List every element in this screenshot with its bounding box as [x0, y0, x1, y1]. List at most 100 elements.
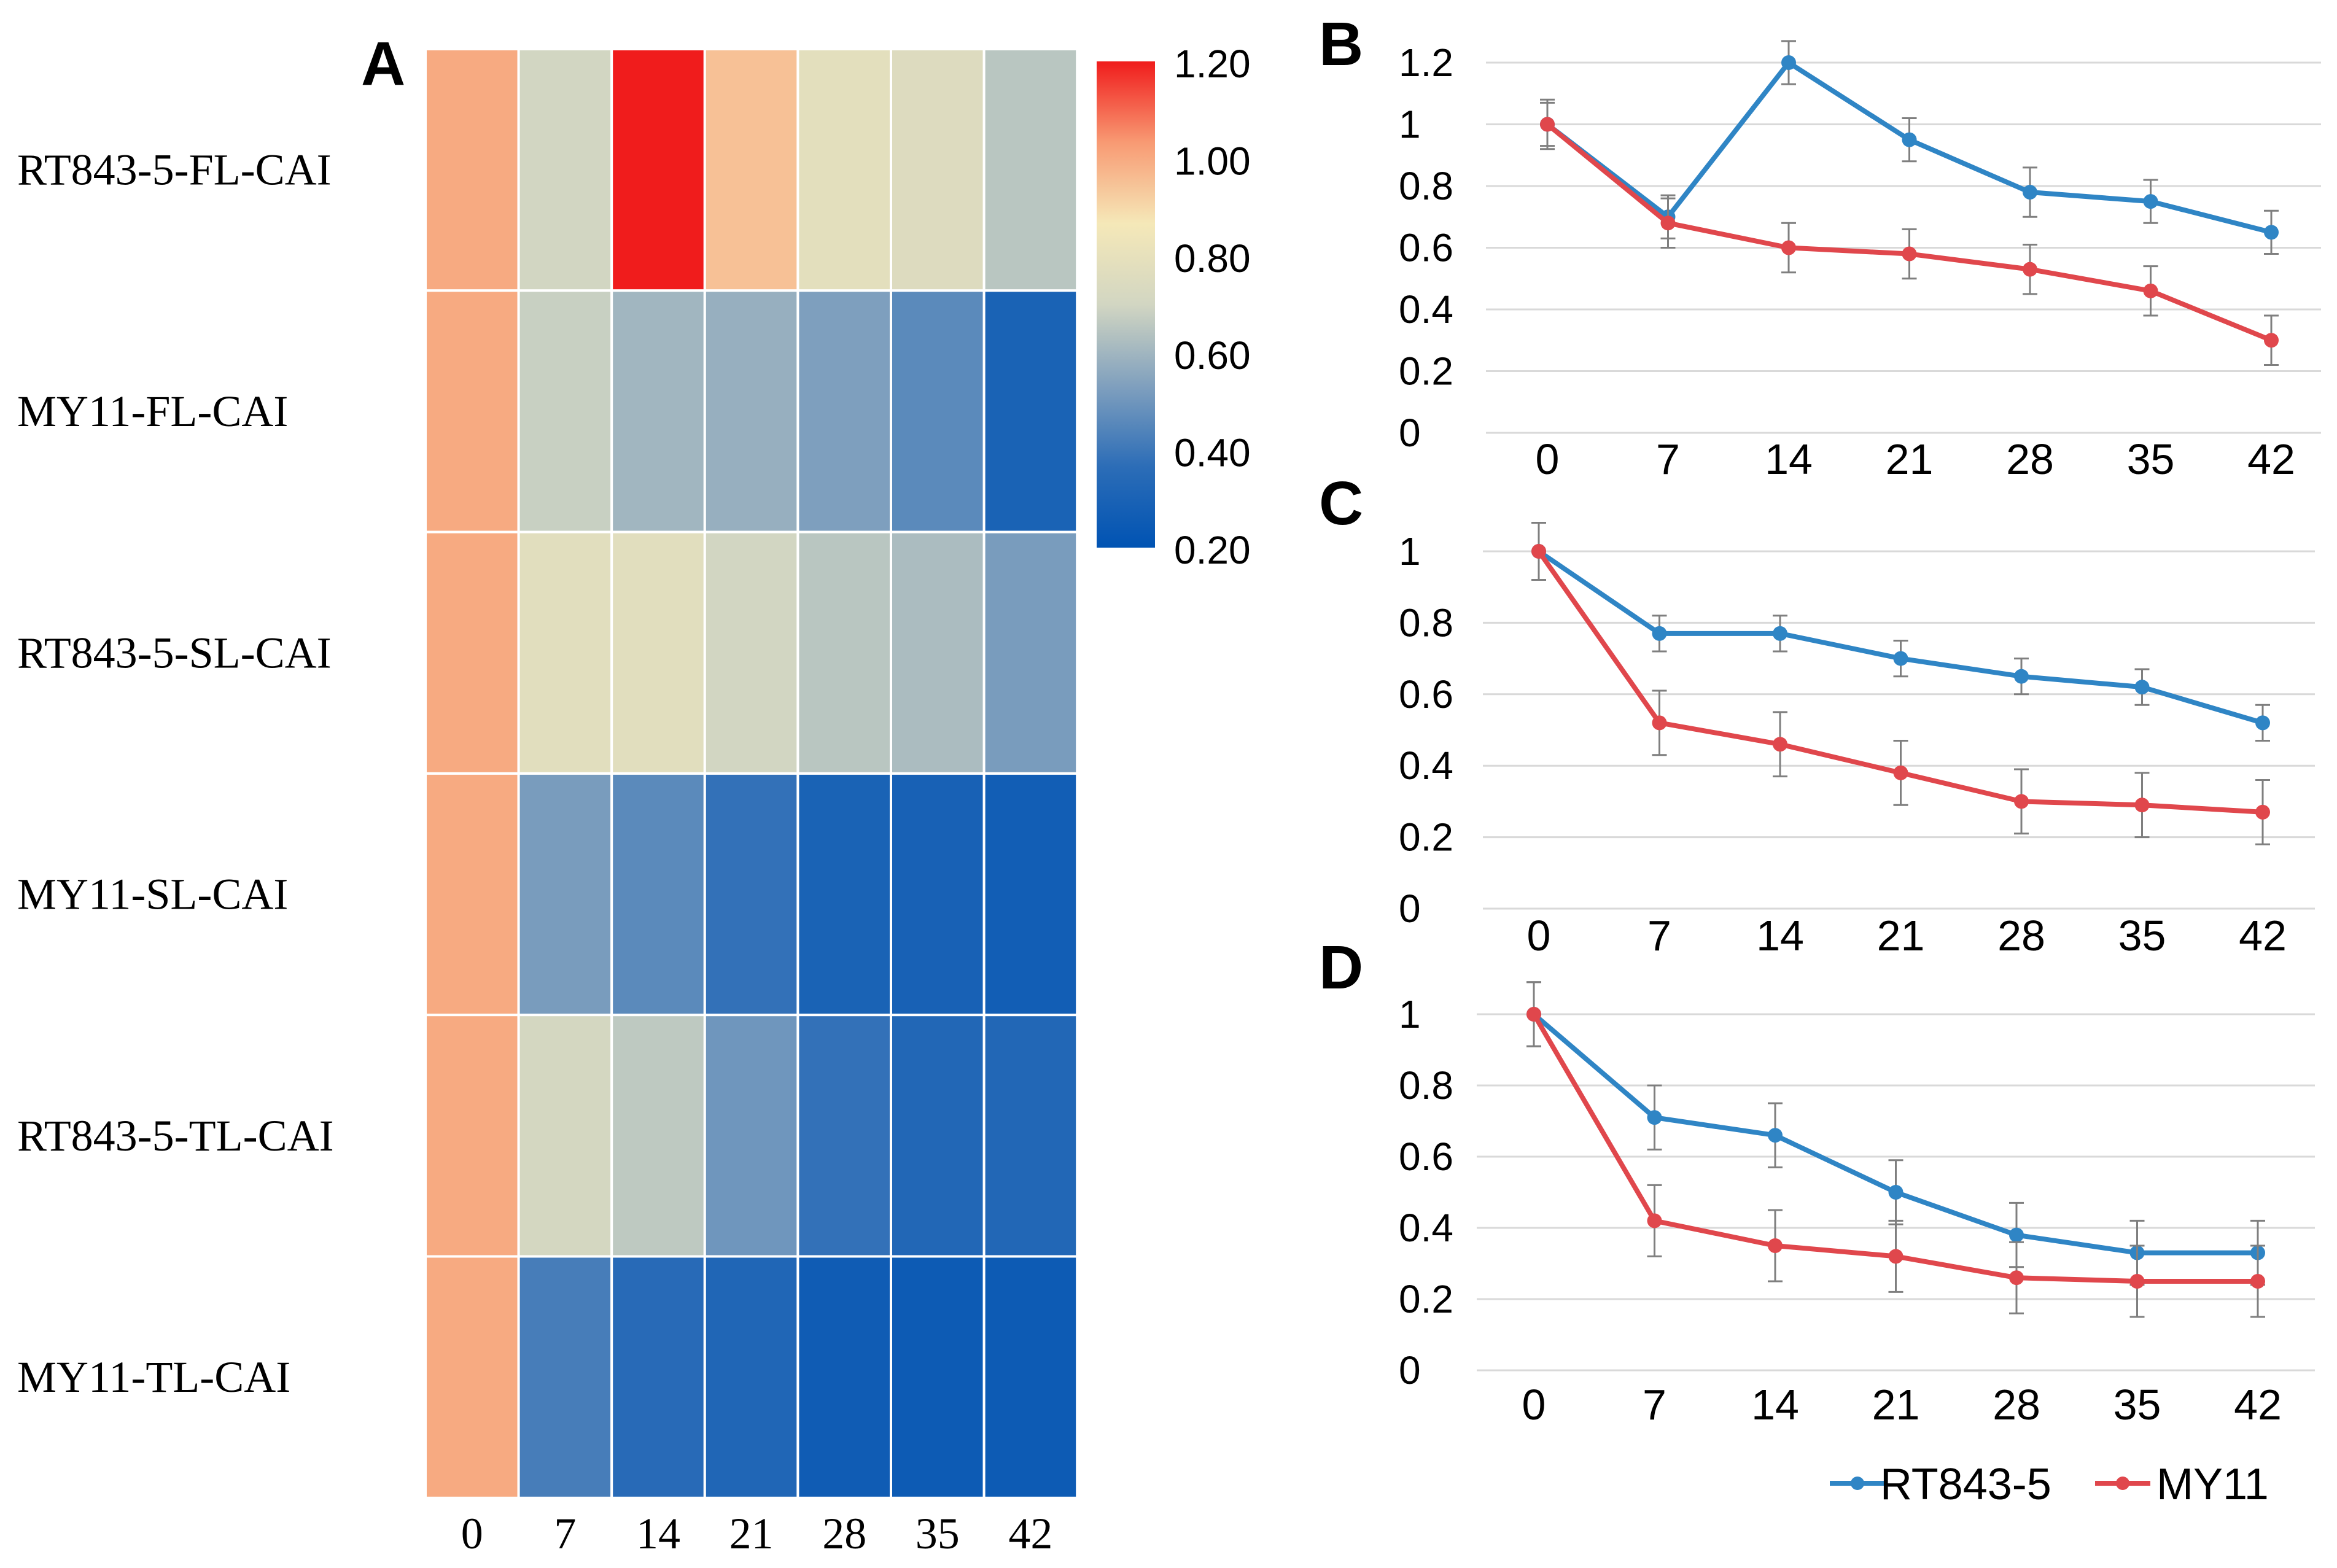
y-tick-label: 0.4 — [1399, 1206, 1453, 1250]
y-tick-label: 0.6 — [1399, 1135, 1453, 1179]
data-point-rt843-5 — [1647, 1110, 1662, 1125]
y-tick-label: 0.4 — [1399, 743, 1453, 788]
heatmap-cell — [982, 1255, 1079, 1499]
heatmap-cell — [982, 530, 1079, 775]
legend-label: RT843-5 — [1880, 1460, 2051, 1509]
heatmap-cell — [703, 1014, 799, 1258]
heatmap-cell — [610, 1014, 706, 1258]
heatmap-cell — [424, 530, 520, 775]
heatmap-cell — [796, 289, 893, 534]
data-point-my11 — [1531, 544, 1546, 559]
legend-label: MY11 — [2156, 1460, 2269, 1509]
data-point-rt843-5 — [1773, 626, 1787, 641]
heatmap-cell — [796, 1255, 893, 1499]
series-line-rt843-5 — [1537, 549, 2264, 726]
legend: RT843-5 MY11 — [1830, 1460, 2269, 1509]
heatmap-cell — [703, 530, 799, 775]
heatmap-cell — [703, 772, 799, 1017]
x-tick-label: 0 — [1527, 912, 1551, 960]
heatmap-row-label: MY11-SL-CAI — [17, 870, 288, 919]
heatmap-column-label: 7 — [554, 1509, 576, 1558]
line-chart-panel-b: 0 0.2 0.4 0.6 0.8 1 1.2 0 7 14 21 28 35 42 — [1399, 40, 2321, 483]
heatmap-cell — [982, 289, 1079, 534]
data-point-my11 — [1526, 1007, 1541, 1022]
heatmap-cell — [890, 1255, 986, 1499]
y-tick-label: 1 — [1399, 529, 1421, 573]
data-point-rt843-5 — [2023, 185, 2037, 200]
data-point-my11 — [1781, 240, 1796, 255]
x-tick-label: 21 — [1872, 1381, 1920, 1429]
colorbar-tick-label: 0.80 — [1174, 236, 1251, 281]
x-tick-label: 35 — [2113, 1381, 2161, 1429]
y-tick-label: 0.8 — [1399, 164, 1453, 208]
panel-letter-a: A — [361, 29, 405, 98]
heatmap-cell — [796, 772, 893, 1017]
y-tick-label: 0.8 — [1399, 1063, 1453, 1108]
heatmap-cell — [890, 1014, 986, 1258]
data-point-my11 — [1888, 1249, 1903, 1264]
data-point-my11 — [1902, 246, 1917, 262]
panel-letter-d: D — [1319, 933, 1363, 1002]
x-tick-label: 28 — [2006, 435, 2054, 483]
x-tick-label: 7 — [1643, 1381, 1666, 1429]
data-point-my11 — [1540, 117, 1555, 132]
heatmap-cell — [517, 1255, 613, 1499]
heatmap-cell — [796, 48, 893, 292]
colorbar-tick-label: 0.60 — [1174, 333, 1251, 378]
y-tick-label: 0.2 — [1399, 815, 1453, 860]
data-point-my11 — [2134, 798, 2150, 813]
y-tick-label: 1 — [1399, 103, 1421, 147]
heatmap-column-label: 42 — [1008, 1509, 1052, 1558]
colorbar-tick-label: 1.00 — [1174, 139, 1251, 183]
x-tick-label: 42 — [2247, 435, 2295, 483]
heatmap-cell — [703, 48, 799, 292]
data-point-rt843-5 — [1893, 651, 1908, 666]
x-tick-label: 7 — [1656, 435, 1680, 483]
heatmap-cell — [517, 530, 613, 775]
heatmap-cell — [796, 1014, 893, 1258]
data-point-rt843-5 — [2143, 194, 2158, 209]
heatmap-cell — [890, 530, 986, 775]
y-tick-label: 1.2 — [1399, 41, 1453, 85]
heatmap-panel-a: RT843-5-FL-CAI MY11-FL-CAI RT843-5-SL-CAI M… — [17, 48, 1079, 1558]
heatmap-cell — [890, 289, 986, 534]
data-point-rt843-5 — [1902, 132, 1917, 147]
y-tick-label: 0.6 — [1399, 672, 1453, 716]
data-point-rt843-5 — [1888, 1185, 1903, 1200]
colorbar-bar — [1097, 61, 1155, 548]
data-point-rt843-5 — [1781, 55, 1796, 70]
data-point-my11 — [1768, 1238, 1783, 1253]
y-tick-label: 0.2 — [1399, 1277, 1453, 1321]
x-tick-label: 42 — [2234, 1381, 2282, 1429]
x-tick-label: 14 — [1765, 435, 1813, 483]
data-point-rt843-5 — [2264, 225, 2279, 240]
x-tick-label: 28 — [1993, 1381, 2040, 1429]
heatmap-column-label: 14 — [636, 1509, 680, 1558]
heatmap-cell — [982, 48, 1079, 292]
x-tick-label: 28 — [1997, 912, 2045, 960]
legend-marker — [1851, 1477, 1864, 1490]
y-tick-label: 1 — [1399, 992, 1421, 1036]
colorbar-tick-label: 1.20 — [1174, 42, 1251, 86]
data-point-my11 — [1660, 215, 1676, 231]
x-tick-label: 14 — [1756, 912, 1804, 960]
heatmap-cell — [517, 48, 613, 292]
heatmap-row-label: RT843-5-SL-CAI — [17, 628, 332, 677]
data-point-my11 — [2264, 333, 2279, 348]
data-point-my11 — [1652, 715, 1667, 731]
data-point-rt843-5 — [1768, 1128, 1783, 1143]
data-point-my11 — [2009, 1270, 2024, 1286]
heatmap-column-label: 21 — [729, 1509, 774, 1558]
heatmap-cell — [982, 1014, 1079, 1258]
x-tick-label: 14 — [1751, 1381, 1799, 1429]
heatmap-cell — [424, 48, 520, 292]
heatmap-cell — [796, 530, 893, 775]
x-tick-label: 35 — [2118, 912, 2166, 960]
colorbar-tick-label: 0.40 — [1174, 431, 1251, 475]
heatmap-cell — [424, 1255, 520, 1499]
y-tick-label: 0 — [1399, 411, 1421, 455]
heatmap-cell — [610, 48, 706, 292]
heatmap-column-label: 0 — [461, 1509, 483, 1558]
x-tick-label: 0 — [1536, 435, 1560, 483]
